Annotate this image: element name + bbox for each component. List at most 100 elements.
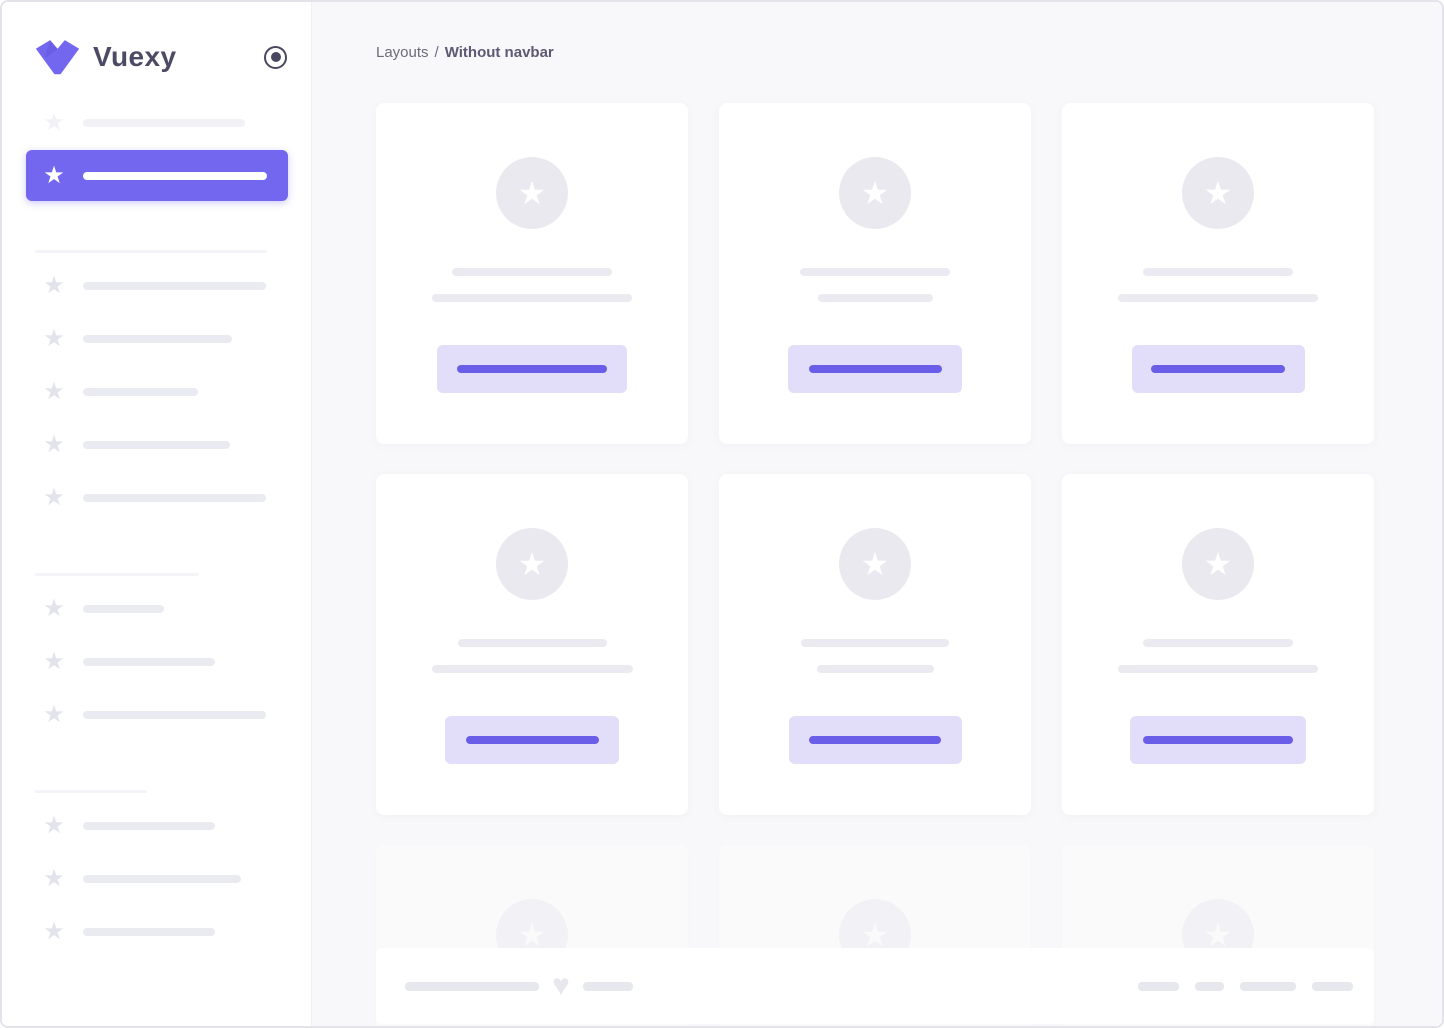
card-title-skeleton: [1143, 639, 1293, 647]
sidebar-item-label-skeleton: [83, 875, 241, 883]
sidebar-item[interactable]: ★: [2, 635, 311, 688]
card-button[interactable]: [1132, 345, 1305, 393]
card: ★: [719, 474, 1031, 815]
avatar: ★: [839, 157, 911, 229]
breadcrumb: Layouts / Without navbar: [376, 42, 1442, 63]
star-icon: ★: [42, 867, 66, 891]
card-grid: ★ ★ ★ ★ ★: [376, 103, 1374, 1026]
card-button-label-skeleton: [466, 736, 599, 744]
star-icon: ★: [1204, 548, 1233, 580]
heart-icon: ♥: [552, 971, 570, 1001]
sidebar-item[interactable]: ★: [2, 471, 311, 524]
card-subtitle-skeleton: [818, 294, 933, 302]
sidebar-item[interactable]: ★: [2, 312, 311, 365]
footer: ♥: [376, 948, 1374, 1024]
star-icon: ★: [1204, 919, 1233, 951]
card-button-label-skeleton: [809, 736, 941, 744]
card-subtitle-skeleton: [1118, 665, 1318, 673]
sidebar-item-label-skeleton: [83, 928, 215, 936]
footer-skeleton-bar: [1240, 982, 1296, 991]
star-icon: ★: [1204, 177, 1233, 209]
footer-left: ♥: [405, 971, 633, 1001]
sidebar-item[interactable]: ★: [2, 582, 311, 635]
sidebar-item[interactable]: ★: [2, 418, 311, 471]
sidebar-item-label-skeleton: [83, 335, 232, 343]
avatar: ★: [496, 157, 568, 229]
card-button[interactable]: [1130, 716, 1306, 764]
avatar: ★: [839, 528, 911, 600]
sidebar-group-divider: [35, 250, 267, 253]
sidebar-item-label-skeleton: [83, 172, 267, 180]
footer-text-skeleton-2: [583, 982, 633, 991]
star-icon: ★: [518, 919, 547, 951]
card-title-skeleton: [1143, 268, 1293, 276]
sidebar-group-divider: [35, 790, 147, 793]
card-title-skeleton: [801, 639, 949, 647]
star-icon: ★: [42, 111, 66, 135]
card-title-skeleton: [458, 639, 607, 647]
star-icon: ★: [861, 548, 890, 580]
sidebar-item[interactable]: ★: [2, 852, 311, 905]
avatar: ★: [496, 528, 568, 600]
star-icon: ★: [42, 650, 66, 674]
breadcrumb-section[interactable]: Layouts: [376, 44, 429, 61]
star-icon: ★: [42, 920, 66, 944]
sidebar-item-label-skeleton: [83, 494, 266, 502]
card-subtitle-skeleton: [817, 665, 934, 673]
sidebar-item-label-skeleton: [83, 119, 245, 127]
card-title-skeleton: [800, 268, 950, 276]
card: ★: [376, 103, 688, 444]
footer-right: [1138, 982, 1353, 991]
sidebar-item-active[interactable]: ★: [26, 150, 288, 201]
star-icon: ★: [861, 919, 890, 951]
footer-skeleton-bar: [1138, 982, 1179, 991]
app-frame: Vuexy ★ ★ ★ ★ ★ ★ ★ ★ ★ ★ ★ ★: [0, 0, 1444, 1028]
avatar: ★: [1182, 528, 1254, 600]
vuexy-logo: [35, 38, 80, 76]
card: ★: [719, 103, 1031, 444]
card: ★: [1062, 103, 1374, 444]
card-button-label-skeleton: [1151, 365, 1285, 373]
star-icon: ★: [42, 327, 66, 351]
card-subtitle-skeleton: [432, 665, 633, 673]
sidebar-item[interactable]: ★: [2, 259, 311, 312]
star-icon: ★: [42, 814, 66, 838]
card-subtitle-skeleton: [1118, 294, 1318, 302]
brand-name: Vuexy: [93, 41, 176, 73]
star-icon: ★: [42, 274, 66, 298]
sidebar-item[interactable]: ★: [2, 799, 311, 852]
card-button-label-skeleton: [1143, 736, 1293, 744]
sidebar-item[interactable]: ★: [2, 96, 311, 149]
sidebar-toggle-icon[interactable]: [264, 46, 287, 69]
footer-text-skeleton-1: [405, 982, 539, 991]
brand: Vuexy: [35, 37, 287, 77]
sidebar-group-divider: [35, 573, 199, 576]
star-icon: ★: [518, 548, 547, 580]
sidebar-item[interactable]: ★: [2, 688, 311, 741]
card-subtitle-skeleton: [432, 294, 632, 302]
card-button[interactable]: [789, 716, 962, 764]
card-button-label-skeleton: [457, 365, 607, 373]
breadcrumb-separator: /: [435, 44, 439, 61]
card-button[interactable]: [445, 716, 619, 764]
sidebar-item-label-skeleton: [83, 822, 215, 830]
card-button[interactable]: [437, 345, 627, 393]
toggle-dot: [271, 52, 281, 62]
sidebar-menu: ★ ★ ★ ★ ★ ★ ★ ★ ★ ★ ★ ★ ★: [2, 96, 311, 958]
card-title-skeleton: [452, 268, 612, 276]
star-icon: ★: [42, 433, 66, 457]
sidebar-item[interactable]: ★: [2, 365, 311, 418]
sidebar-item-label-skeleton: [83, 658, 215, 666]
star-icon: ★: [42, 380, 66, 404]
card-button[interactable]: [788, 345, 962, 393]
sidebar-item-label-skeleton: [83, 441, 230, 449]
star-icon: ★: [518, 177, 547, 209]
star-icon: ★: [42, 486, 66, 510]
sidebar-item[interactable]: ★: [2, 905, 311, 958]
star-icon: ★: [861, 177, 890, 209]
avatar: ★: [1182, 157, 1254, 229]
breadcrumb-current-page: Without navbar: [445, 44, 554, 61]
sidebar: Vuexy ★ ★ ★ ★ ★ ★ ★ ★ ★ ★ ★ ★: [2, 2, 312, 1026]
star-icon: ★: [42, 703, 66, 727]
star-icon: ★: [42, 164, 66, 188]
